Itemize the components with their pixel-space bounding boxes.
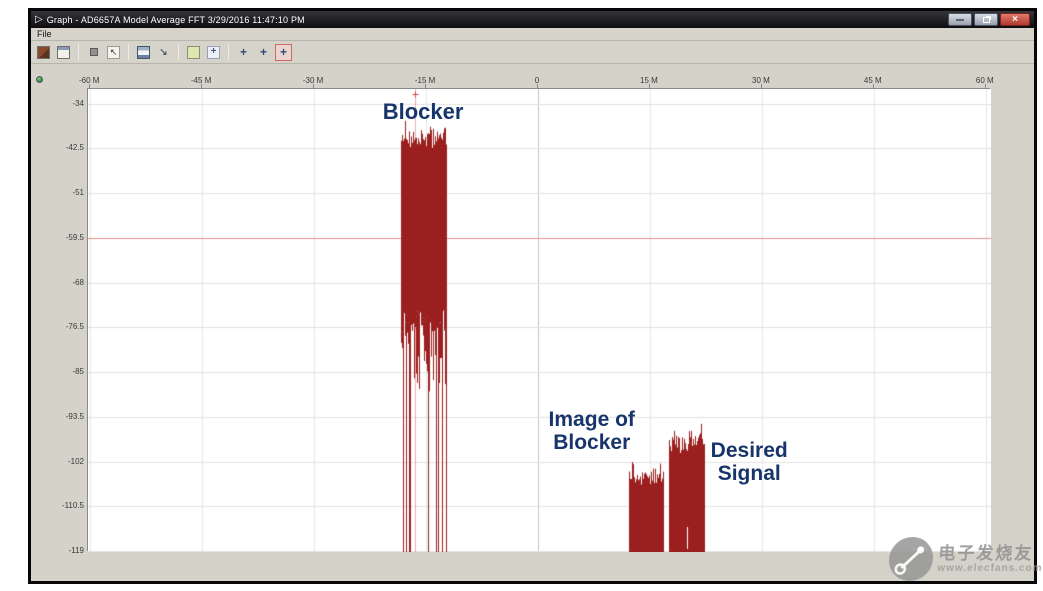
y-tick-label: -119 <box>68 545 84 555</box>
x-tick-mark <box>648 84 650 88</box>
y-tick-label: -110.5 <box>61 501 84 511</box>
spectrum-canvas <box>88 89 991 552</box>
restore-button[interactable] <box>974 13 998 26</box>
cursor-tool-icon[interactable]: ↖ <box>105 44 122 61</box>
save-icon <box>137 45 150 59</box>
close-icon: × <box>1012 13 1018 25</box>
status-led-icon <box>36 76 43 83</box>
x-tick-mark <box>760 84 762 88</box>
toolbar-separator <box>128 44 129 60</box>
annotation-blocker: Blocker <box>382 99 464 125</box>
export-icon[interactable]: ↘ <box>155 44 172 61</box>
toolbar-separator <box>178 44 179 60</box>
save-icon[interactable] <box>135 44 152 61</box>
toolbar-separator <box>228 44 229 60</box>
pan-tool-icon: + <box>239 45 247 59</box>
graph-palette-icon[interactable] <box>35 44 52 61</box>
y-tick-label: -85 <box>72 367 84 377</box>
x-tick-mark <box>425 84 427 88</box>
y-tick-label: -102 <box>67 456 84 466</box>
x-tick-label: -15 M <box>414 76 436 85</box>
toolbar-separator <box>78 44 79 60</box>
elecfans-watermark: 电子发烧友 www.elecfans.com <box>886 536 1043 582</box>
window-title: Graph - AD6657A Model Average FFT 3/29/2… <box>46 14 305 25</box>
x-tick-label: 0 <box>534 76 540 85</box>
y-tick-label: -34 <box>72 98 84 108</box>
menubar: File <box>31 28 1034 41</box>
y-tick-label: -76.5 <box>65 322 84 332</box>
restore-icon <box>982 16 990 23</box>
zoom-grid-icon[interactable]: + <box>205 44 222 61</box>
window-icon <box>57 45 70 59</box>
menu-file[interactable]: File <box>37 29 52 39</box>
x-tick-mark <box>201 84 203 88</box>
x-tick-mark <box>984 84 986 88</box>
annotation-image-of-blocker: Image of Blocker <box>548 407 635 455</box>
x-tick-label: -45 M <box>190 76 212 85</box>
export-icon: ↘ <box>159 46 168 58</box>
autoscale-icon[interactable] <box>85 44 102 61</box>
x-tick-mark <box>313 84 315 88</box>
annotation-desired-signal: Desired Signal <box>710 438 788 486</box>
zoom-grid-icon: + <box>207 45 220 59</box>
x-tick-mark <box>872 84 874 88</box>
plot-area[interactable]: Blocker Image of Blocker Desired Signal <box>87 88 991 552</box>
zoom-tool-icon: + <box>259 45 267 59</box>
y-tick-label: -42.5 <box>65 143 84 153</box>
watermark-cn-text: 电子发烧友 <box>937 543 1035 563</box>
x-tick-label: 45 M <box>863 76 882 85</box>
x-tick-label: 60 M <box>975 76 994 85</box>
zoom-tool-icon[interactable]: + <box>255 44 272 61</box>
autoscale-icon <box>87 46 100 59</box>
x-tick-label: 15 M <box>640 76 658 85</box>
toolbar: ↖ ↘ + + + + <box>31 41 1034 64</box>
panel-icon <box>187 45 200 59</box>
app-play-icon: ▷ <box>35 13 43 25</box>
crosshair-tool-icon: + <box>279 45 287 59</box>
graph-palette-icon <box>37 45 50 59</box>
x-tick-mark <box>537 84 538 88</box>
x-tick-label: -30 M <box>302 76 324 85</box>
x-tick-mark <box>89 84 91 88</box>
watermark-url-text: www.elecfans.com <box>936 562 1043 574</box>
crosshair-tool-icon[interactable]: + <box>275 43 292 61</box>
y-tick-label: -93.5 <box>65 411 84 421</box>
panel-icon[interactable] <box>185 44 202 61</box>
y-tick-label: -59.5 <box>65 232 84 242</box>
y-tick-label: -51 <box>72 188 84 198</box>
window-icon[interactable] <box>55 44 72 61</box>
close-button[interactable]: × <box>1000 13 1030 26</box>
minimize-icon <box>956 18 964 21</box>
elecfans-logo-icon <box>888 537 934 581</box>
titlebar[interactable]: ▷ Graph - AD6657A Model Average FFT 3/29… <box>31 11 1034 28</box>
y-tick-label: -68 <box>72 277 84 287</box>
x-tick-label: -60 M <box>79 76 100 85</box>
x-tick-label: 30 M <box>751 76 770 85</box>
minimize-button[interactable] <box>948 13 972 26</box>
pan-tool-icon[interactable]: + <box>235 44 252 61</box>
cursor-tool-icon: ↖ <box>107 45 120 59</box>
